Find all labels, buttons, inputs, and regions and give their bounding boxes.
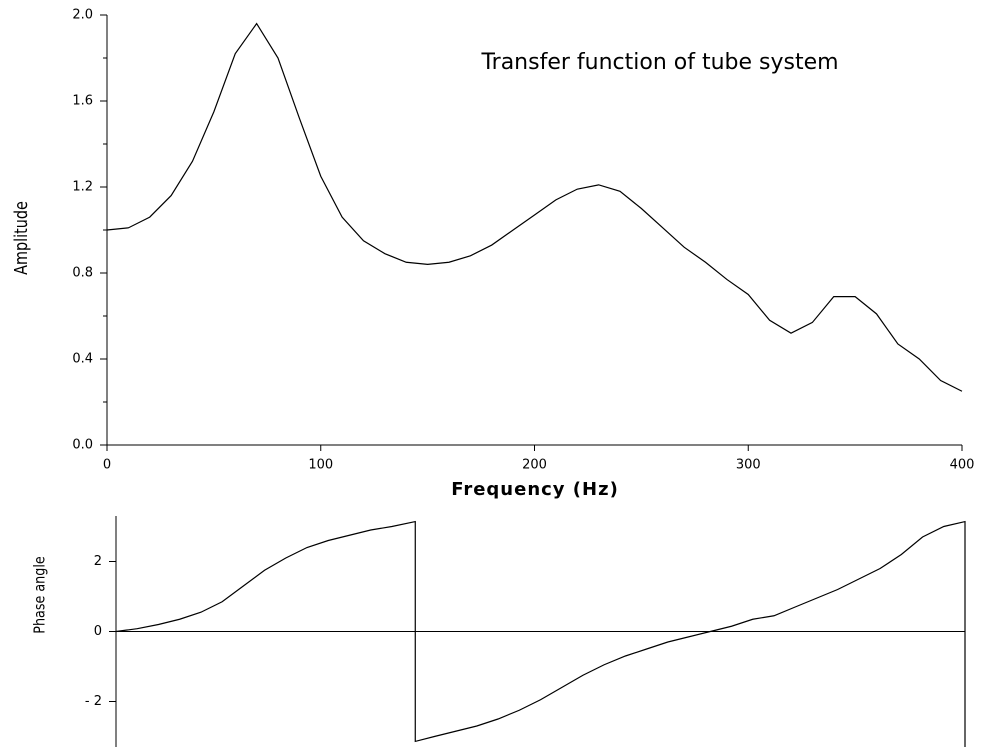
x-tick-label: 200 [522, 458, 547, 473]
data-line [106, 22, 963, 392]
x-tick-label: 300 [736, 458, 761, 473]
y-tick-label: 2 [94, 554, 102, 569]
x-tick-label: 400 [950, 458, 975, 473]
y-axis-label: Phase angle [31, 556, 48, 633]
y-tick-label: 1.6 [72, 94, 93, 109]
chart-title: Transfer function of tube system [480, 50, 838, 75]
x-tick-label: 0 [103, 458, 111, 473]
y-tick-label: - 2 [85, 694, 102, 709]
y-axis-label: Amplitude [10, 201, 31, 275]
y-tick-label: 0.0 [72, 438, 93, 453]
y-tick-label: 1.2 [72, 180, 93, 195]
data-line [115, 520, 966, 747]
y-tick-label: 0.4 [72, 352, 93, 367]
x-tick-label: 100 [308, 458, 333, 473]
x-axis-label: Frequency (Hz) [451, 479, 619, 500]
y-tick-label: 2.0 [72, 8, 93, 23]
y-tick-label: 0 [94, 624, 102, 639]
y-tick-label: 0.8 [72, 266, 93, 281]
